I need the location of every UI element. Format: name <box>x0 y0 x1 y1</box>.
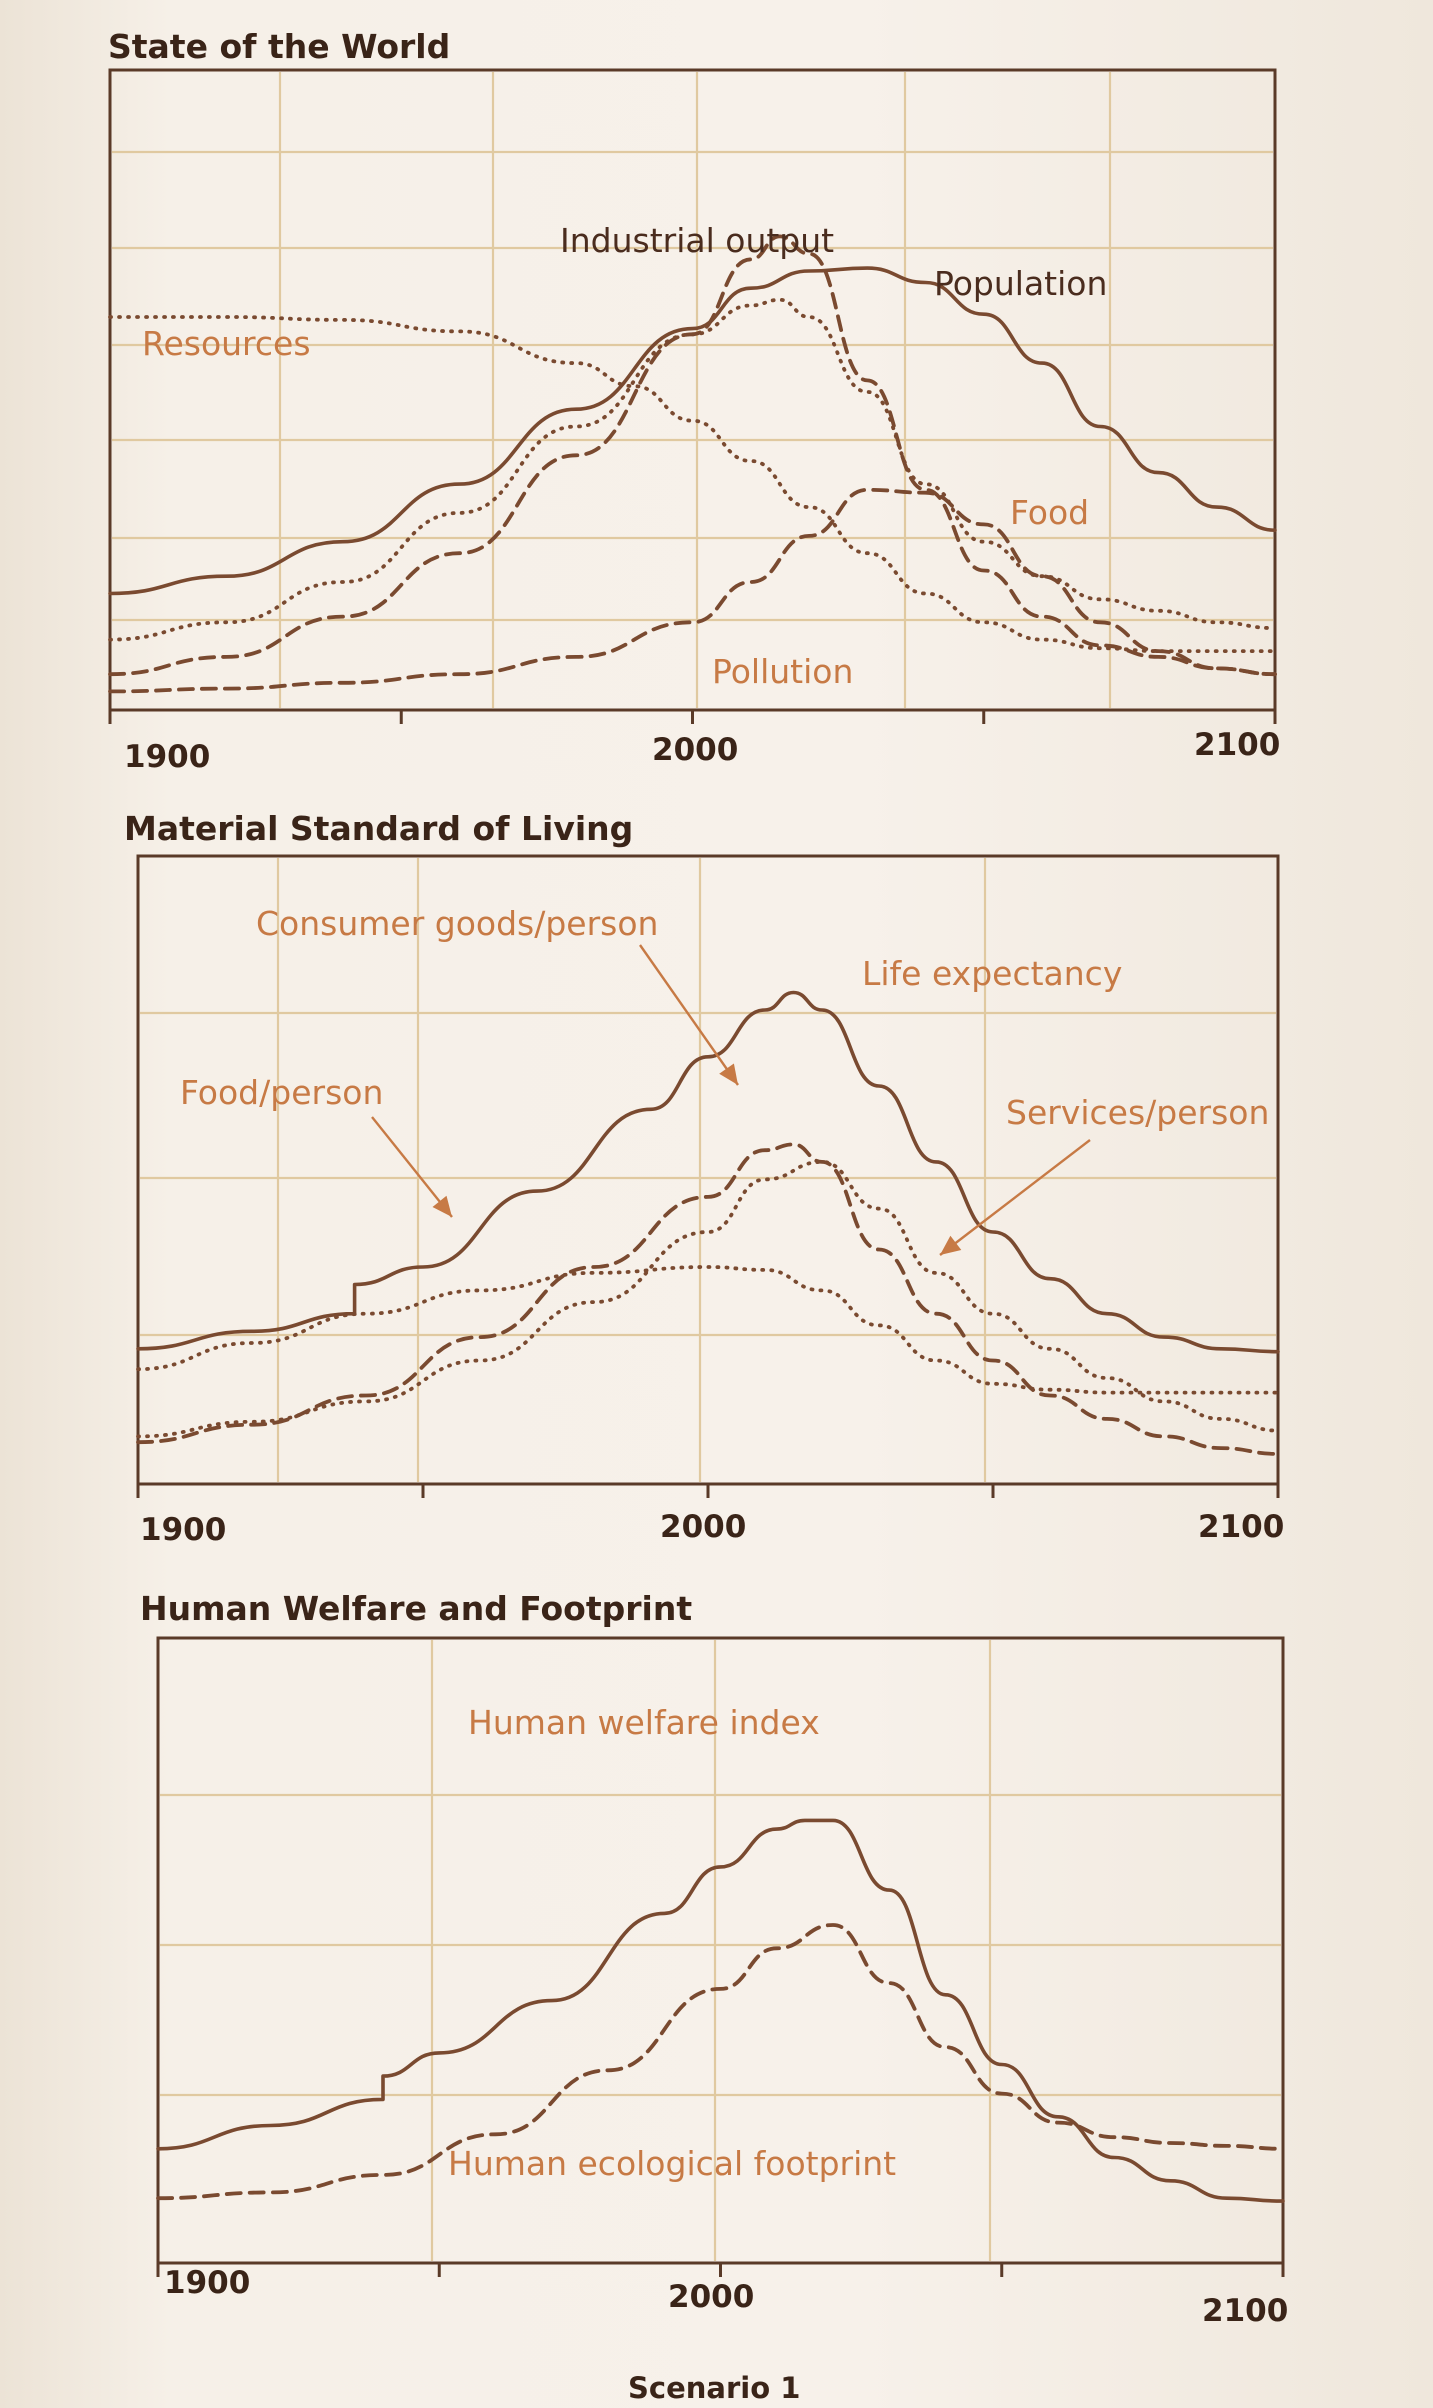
chart-title: State of the World <box>108 27 450 66</box>
label-arrows <box>371 944 1091 1256</box>
series-label: Services/person <box>1006 1093 1269 1132</box>
series-label: Human welfare index <box>468 1703 820 1742</box>
series-label: Industrial output <box>560 221 834 260</box>
plot-frame <box>108 68 1277 712</box>
x-tick-label-2000: 2000 <box>660 1509 746 1545</box>
series-line-industrial-output <box>108 234 1277 677</box>
plot-frame <box>136 854 1280 1486</box>
x-tick-label-2100: 2100 <box>1194 727 1280 763</box>
chart-human-welfare-and-footprint: Human Welfare and Footprint Human welfar… <box>140 1589 1288 2329</box>
series-label: Consumer goods/person <box>256 904 658 943</box>
x-tick-label-1900: 1900 <box>164 2265 250 2301</box>
series-line-consumer-goods-person <box>136 1142 1280 1456</box>
series-labels: Industrial output Population Resources Food… <box>142 221 1107 691</box>
arrow-head <box>432 1195 452 1217</box>
chart-title: Human Welfare and Footprint <box>140 1589 692 1628</box>
series-line-life-expectancy <box>136 990 1280 1354</box>
x-tick-label-2100: 2100 <box>1202 2293 1288 2329</box>
series-label: Population <box>934 264 1107 303</box>
x-tick-label-1900: 1900 <box>124 739 210 775</box>
x-tick-label-2100: 2100 <box>1198 1509 1284 1545</box>
chart-title: Material Standard of Living <box>124 809 633 848</box>
series-label: Human ecological footprint <box>448 2144 896 2183</box>
chart-state-of-the-world: State of the World Industrial output Popu… <box>108 27 1280 775</box>
series-line-pollution <box>108 487 1277 694</box>
x-tick-label-1900: 1900 <box>140 1512 226 1548</box>
gridlines <box>136 858 1280 1498</box>
x-tick-label-2000: 2000 <box>668 2279 754 2315</box>
series-group <box>136 990 1280 1456</box>
series-label: Food/person <box>180 1073 383 1112</box>
series-line-human-ecological-footprint <box>156 1923 1285 2201</box>
arrow-head <box>940 1235 962 1255</box>
series-group <box>108 234 1277 694</box>
gridlines <box>108 72 1277 724</box>
series-line-human-welfare-index <box>156 1818 1285 2203</box>
series-label: Pollution <box>712 652 853 691</box>
scenario-caption: Scenario 1 <box>628 2371 800 2405</box>
series-line-resources <box>108 315 1277 654</box>
series-label: Food <box>1010 493 1089 532</box>
arrow-shaft <box>371 1116 453 1218</box>
series-group <box>156 1818 1285 2203</box>
series-line-population <box>108 266 1277 596</box>
series-line-services-person <box>136 1160 1280 1439</box>
series-label: Life expectancy <box>862 954 1122 993</box>
arrow-shaft <box>639 944 739 1086</box>
arrow-head <box>719 1063 738 1085</box>
series-line-food-person <box>136 1265 1280 1395</box>
chart-material-standard-of-living: Material Standard of Living Consumer goo… <box>124 809 1284 1548</box>
series-labels: Human welfare index Human ecological foot… <box>448 1703 896 2183</box>
series-label: Resources <box>142 324 311 363</box>
x-tick-label-2000: 2000 <box>652 732 738 768</box>
arrow-shaft <box>939 1139 1091 1256</box>
series-labels: Consumer goods/person Life expectancy Food… <box>180 904 1269 1132</box>
series-line-food <box>108 297 1277 642</box>
